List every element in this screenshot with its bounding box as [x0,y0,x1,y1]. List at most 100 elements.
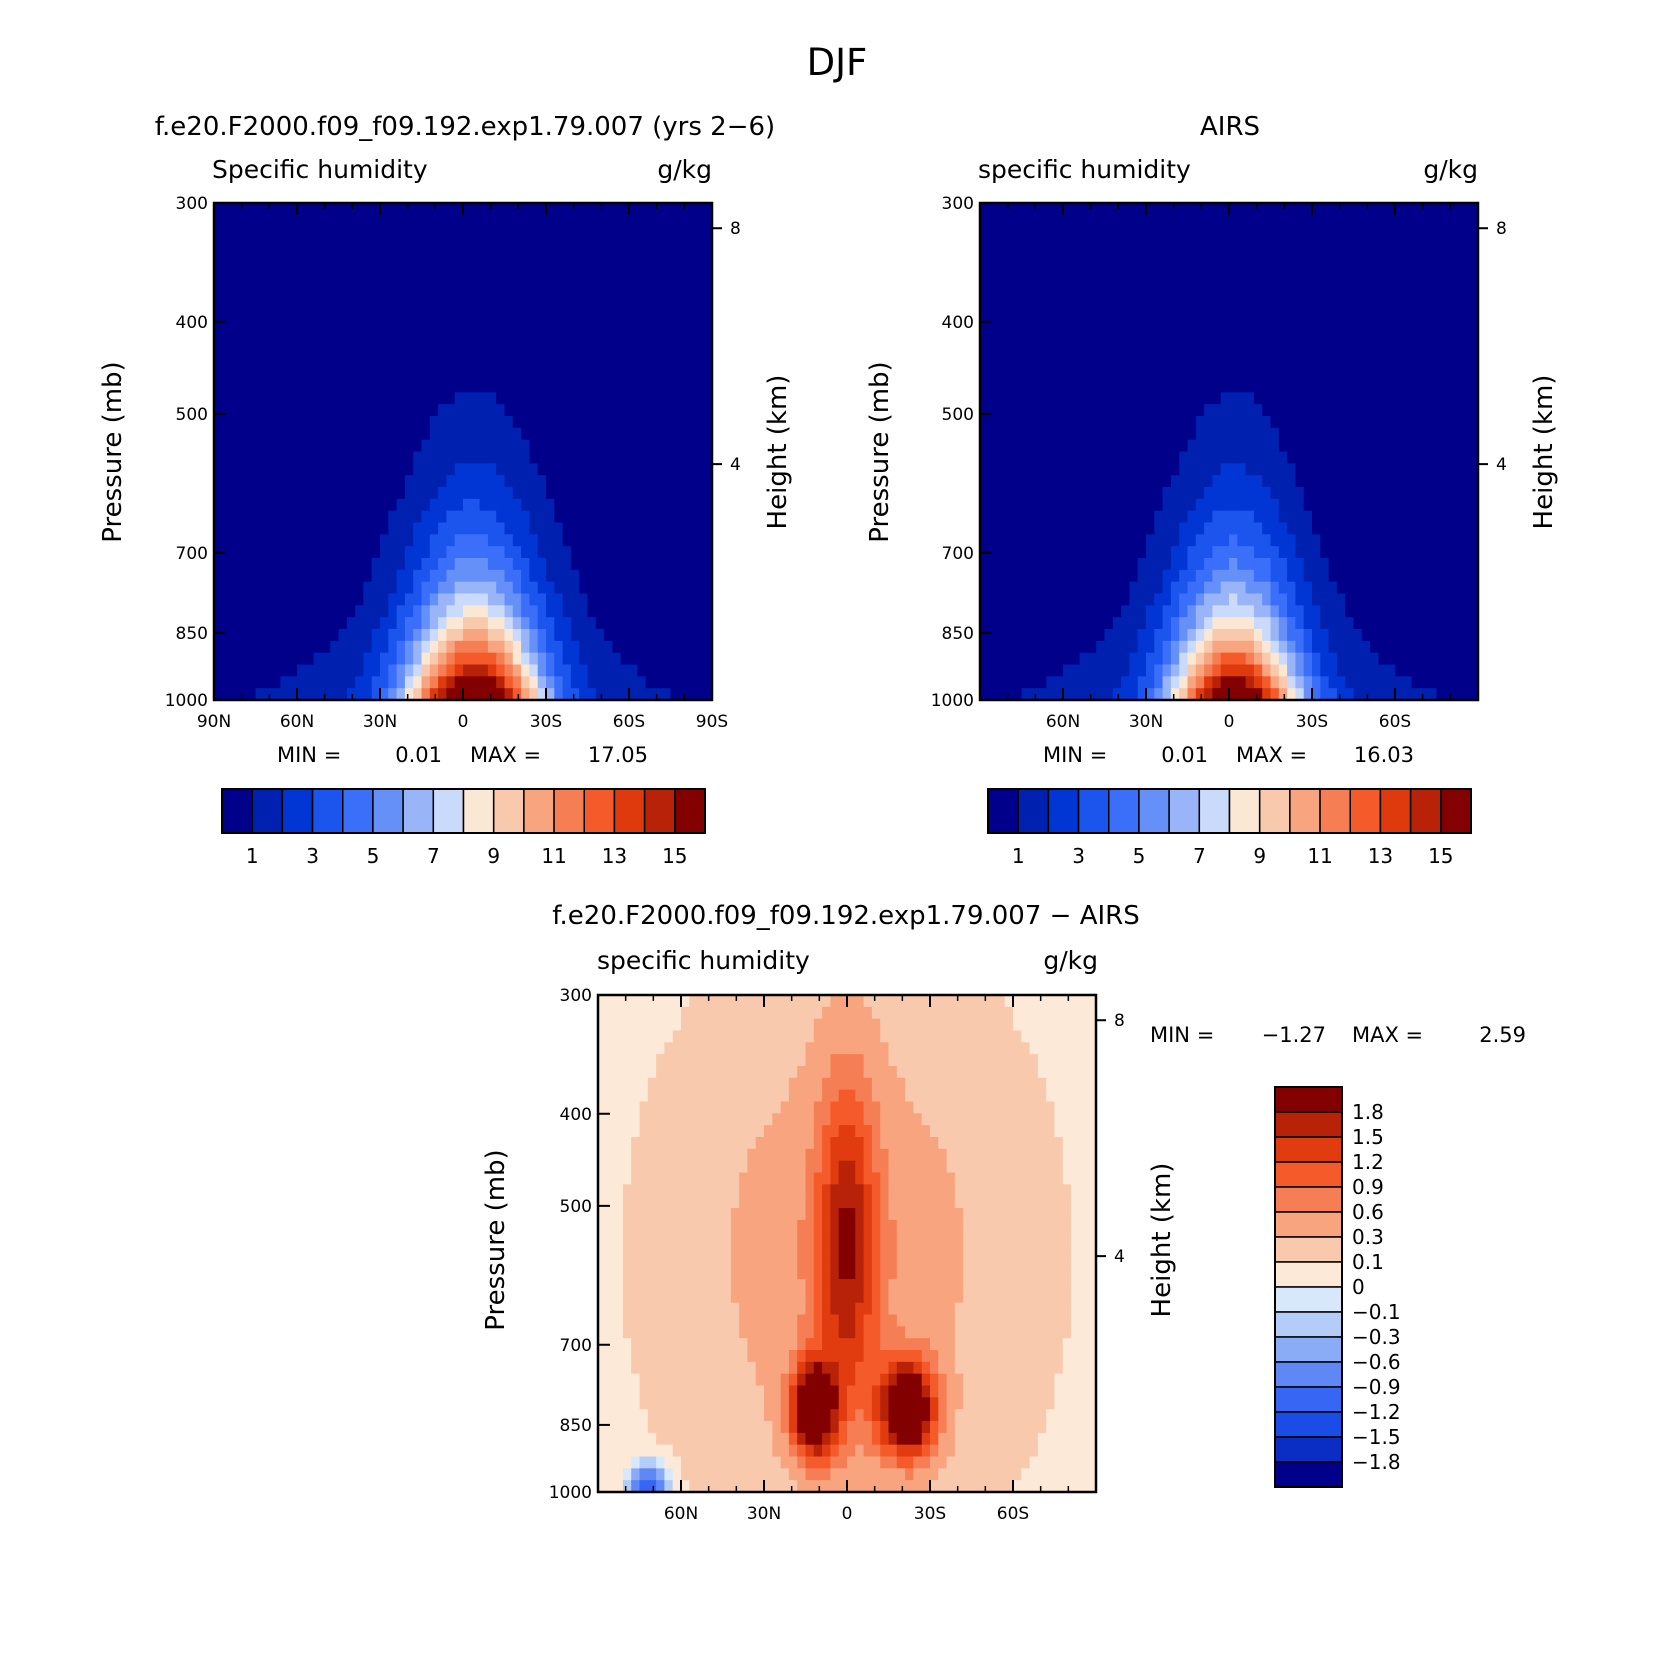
panel-model-field-cell [529,427,539,441]
panel-airs-field-cell [1287,487,1296,500]
panel-model-field-cell [612,226,622,240]
panel-model-field-cell [695,203,705,216]
panel-airs-field-cell [1154,640,1164,654]
panel-airs-field-cell [1370,617,1379,630]
panel-model-field-cell [521,498,530,512]
panel-model-field-cell [570,463,580,476]
panel-model-field-cell [247,439,257,453]
panel-model-field-cell [678,333,688,346]
panel-airs-field-cell [1444,487,1454,500]
panel-airs-field-cell [1278,262,1288,275]
panel-airs-field-cell [1154,321,1164,334]
panel-model-field-cell [645,558,655,571]
panel-model-field-cell [546,534,555,547]
panel-airs-field-cell [1303,534,1313,547]
panel-airs-field-cell [1303,297,1313,311]
panel-model-field-cell [355,439,364,453]
panel-airs-field-cell [1046,226,1056,240]
panel-airs-field-cell [1270,652,1280,666]
panel-airs-field-cell [1386,617,1396,630]
panel-airs-field-cell [1270,463,1280,476]
panel-airs-field-cell [1096,214,1106,228]
panel-model-field-cell [562,427,572,441]
panel-model-field-cell [595,250,605,263]
panel-airs-field-cell [1395,214,1404,228]
panel-airs-field-cell [1071,629,1081,642]
panel-model-field-cell [595,688,605,701]
panel-airs-field-cell [1013,652,1023,666]
panel-airs-field-cell [996,487,1006,500]
panel-model-field-cell [537,203,547,216]
panel-airs-field-cell [1428,546,1438,559]
panel-model-field-cell [321,617,331,630]
panel-airs-field-cell [1162,427,1172,441]
panel-airs-field-cell [1204,404,1213,417]
panel-airs-field-cell [1370,640,1379,654]
panel-airs-field-cell [1395,451,1404,464]
panel-model-field-cell [297,652,306,666]
panel-airs-field-cell [1453,356,1462,370]
panel-model-field-cell [678,427,688,441]
panel-model-field-cell [255,676,265,689]
panel-model-field-cell [678,546,688,559]
panel-airs-field-cell [988,487,998,500]
panel-airs-field-cell [1345,498,1355,512]
panel-airs-field-cell [1187,250,1197,263]
panel-model-field-cell [562,203,572,216]
panel-model-field-cell [429,510,439,524]
panel-model-field-cell [380,640,389,654]
panel-model-field-cell [321,262,331,275]
panel-airs-title: AIRS [1200,112,1260,142]
panel-model-field-cell [570,404,580,417]
panel-model-field-cell [687,522,696,535]
panel-model-field-cell [604,463,613,476]
panel-airs-field-cell [1121,309,1130,322]
panel-airs-field-cell [1295,569,1305,583]
panel-model-field-cell [230,309,240,322]
panel-airs-field-cell [1328,510,1338,524]
panel-model-field-cell [579,439,589,453]
panel-airs-field-cell [1353,392,1363,405]
panel-model-field-cell [404,522,414,535]
panel-airs-field-cell [1419,203,1429,216]
panel-model-field-cell [263,605,273,618]
panel-model-field-cell [645,274,655,287]
panel-airs-field-cell [1278,487,1288,500]
panel-model-field-cell [645,522,655,535]
panel-airs-field-cell [1063,522,1072,535]
panel-airs-field-cell [1361,652,1371,666]
panel-model-field-cell [620,498,630,512]
panel-model-max-label: MAX = [470,743,541,767]
panel-airs-field-cell [1245,333,1255,346]
panel-model-field-cell [247,297,257,311]
panel-model-field-cell [637,404,647,417]
panel-airs-field-cell [1253,640,1263,654]
panel-airs-field-cell [1121,285,1130,299]
panel-airs-field-cell [980,274,989,287]
panel-airs-field-cell [1287,214,1296,228]
panel-airs-field-cell [1469,238,1479,251]
panel-airs-field-cell [1038,274,1047,287]
panel-model-field-cell [247,569,257,583]
panel-airs-field-cell [1013,345,1023,358]
panel-airs-field-cell [1312,451,1321,464]
panel-airs-field-cell [1386,274,1396,287]
panel-model-field-cell [280,214,290,228]
panel-model-field-cell [413,250,423,263]
panel-airs-field-cell [1096,664,1106,677]
panel-airs-field-cell [1436,250,1446,263]
panel-airs-field-cell [1320,475,1330,488]
panel-airs-field-cell [1461,475,1471,488]
panel-model-field-cell [504,451,514,464]
panel-model-field-cell [504,664,514,677]
panel-model-field-cell [612,297,622,311]
panel-airs-field-cell [1345,309,1355,322]
panel-model-field-cell [338,262,348,275]
panel-model-field-cell [463,309,472,322]
panel-model-field-cell [446,688,456,701]
panel-airs-field-cell [1146,226,1155,240]
panel-model-field-cell [363,629,373,642]
panel-model-field-cell [338,404,348,417]
panel-model-field-cell [363,569,373,583]
panel-airs-field-cell [1004,380,1014,393]
